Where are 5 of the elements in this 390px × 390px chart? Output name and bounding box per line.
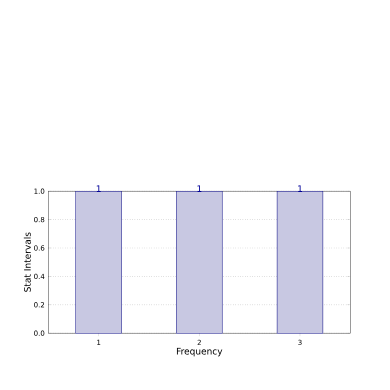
data-label: 1 <box>96 185 101 192</box>
data-label: 1 <box>197 185 202 192</box>
data-label: 1 <box>298 185 302 192</box>
x-axis-title: Frequency <box>176 348 222 356</box>
y-axis-title: Stat Intervals <box>24 232 31 292</box>
